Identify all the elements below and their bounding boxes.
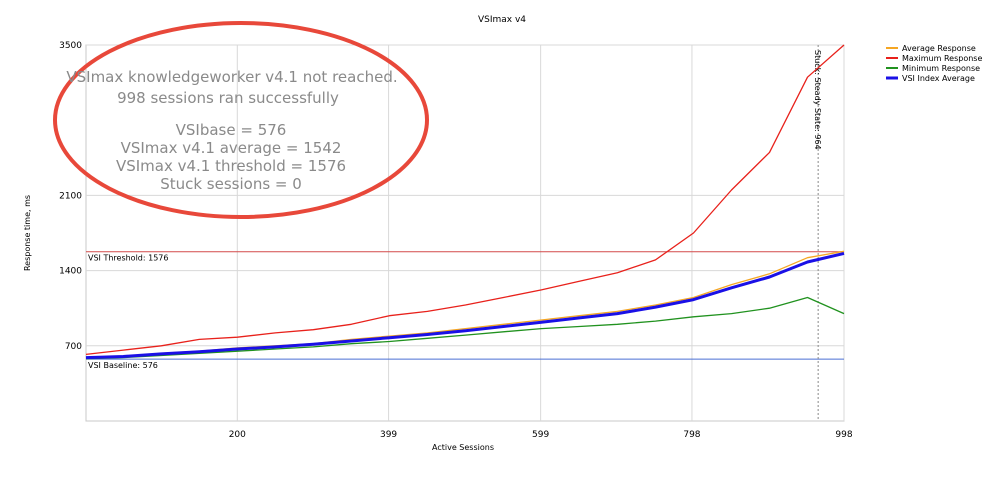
plot-area	[85, 44, 845, 422]
x-axis-ticks: 200 399 599 798 998	[229, 430, 853, 440]
callout-line-1: VSImax knowledgeworker v4.1 not reached.	[66, 68, 397, 86]
y-tick-label: 2100	[59, 191, 82, 201]
x-tick-label: 599	[532, 430, 549, 440]
series-line-minimum	[85, 296, 845, 360]
steady-state-label: Stuck: Steady State: 964	[813, 50, 822, 150]
x-axis-label: Active Sessions	[432, 443, 494, 452]
legend-label-average: Average Response	[902, 44, 976, 53]
y-axis-ticks: 700 1400 2100 3500	[59, 41, 82, 352]
y-tick-label: 700	[65, 342, 82, 352]
y-tick-label: 3500	[59, 41, 82, 51]
baseline-label: VSI Baseline: 576	[88, 361, 158, 370]
x-tick-label: 798	[683, 430, 700, 440]
grid-lines	[86, 44, 845, 421]
callout-line-3: VSIbase = 576	[176, 121, 287, 139]
y-axis-label: Response time, ms	[23, 195, 32, 271]
reference-lines: VSI Threshold: 1576 VSI Baseline: 576 Stuc…	[86, 45, 844, 421]
series-line-vsi_index	[85, 251, 845, 360]
legend-label-maximum: Maximum Response	[902, 54, 982, 63]
callout-line-6: Stuck sessions = 0	[160, 175, 302, 193]
threshold-label: VSI Threshold: 1576	[88, 254, 168, 263]
series-line-maximum	[85, 44, 845, 356]
callout-line-5: VSImax v4.1 threshold = 1576	[116, 157, 346, 175]
chart-title: VSImax v4	[478, 15, 526, 25]
callout-ellipse	[53, 21, 429, 219]
legend-label-minimum: Minimum Response	[902, 64, 980, 73]
callout-annotation: VSImax knowledgeworker v4.1 not reached.…	[53, 21, 429, 219]
callout-line-4: VSImax v4.1 average = 1542	[121, 139, 342, 157]
x-tick-label: 399	[380, 430, 397, 440]
x-tick-label: 200	[229, 430, 246, 440]
callout-line-2: 998 sessions ran successfully	[117, 89, 339, 107]
x-tick-label: 998	[835, 430, 852, 440]
legend-label-vsi_index: VSI Index Average	[902, 74, 975, 83]
y-tick-label: 1400	[59, 267, 82, 277]
series-group	[85, 44, 845, 360]
